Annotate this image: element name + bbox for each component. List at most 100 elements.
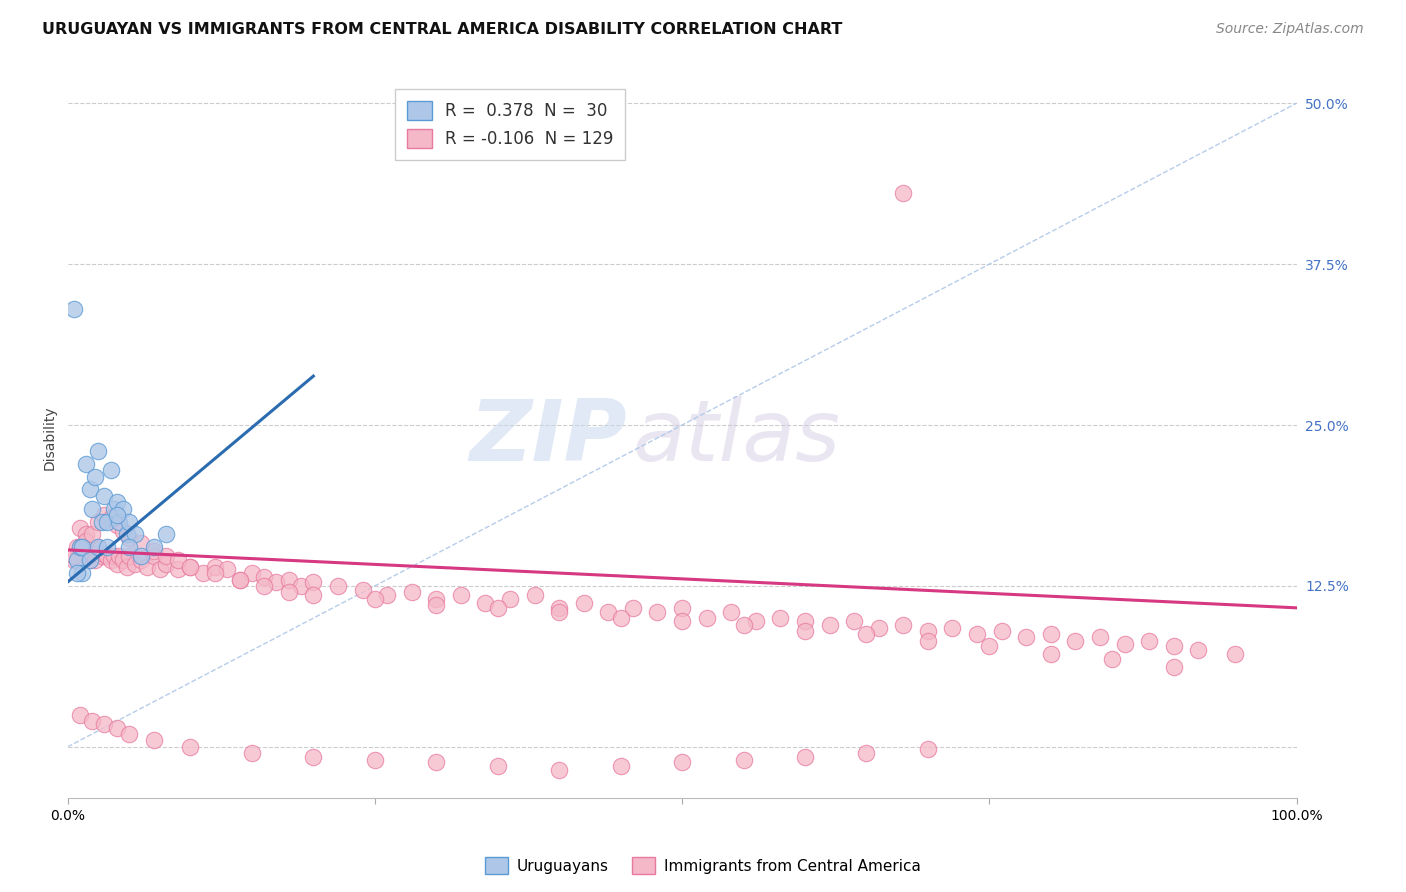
Point	[142, 549, 165, 564]
Point	[990, 624, 1012, 638]
Point	[302, 575, 325, 590]
Point	[228, 573, 250, 587]
Point	[105, 721, 128, 735]
Point	[155, 549, 177, 564]
Point	[425, 756, 447, 770]
Point	[66, 541, 89, 555]
Point	[124, 527, 146, 541]
Point	[136, 559, 159, 574]
Point	[204, 566, 226, 580]
Point	[450, 588, 472, 602]
Point	[155, 557, 177, 571]
Point	[72, 566, 94, 580]
Point	[149, 562, 172, 576]
Point	[364, 591, 387, 606]
Point	[118, 549, 141, 564]
Point	[87, 443, 110, 458]
Point	[105, 508, 128, 523]
Point	[1137, 634, 1160, 648]
Legend: Uruguayans, Immigrants from Central America: Uruguayans, Immigrants from Central Amer…	[479, 851, 927, 880]
Point	[66, 553, 89, 567]
Point	[917, 624, 939, 638]
Point	[1101, 652, 1123, 666]
Point	[79, 553, 101, 567]
Point	[1163, 660, 1185, 674]
Point	[111, 501, 134, 516]
Point	[609, 759, 631, 773]
Point	[118, 541, 141, 555]
Point	[69, 541, 91, 555]
Point	[93, 508, 115, 523]
Point	[179, 559, 201, 574]
Point	[82, 527, 104, 541]
Point	[598, 605, 620, 619]
Point	[167, 562, 190, 576]
Point	[696, 611, 718, 625]
Point	[240, 566, 263, 580]
Point	[621, 600, 644, 615]
Point	[217, 562, 239, 576]
Point	[82, 501, 104, 516]
Point	[82, 547, 104, 561]
Point	[253, 579, 276, 593]
Point	[364, 753, 387, 767]
Point	[769, 611, 792, 625]
Point	[103, 549, 125, 564]
Point	[1088, 631, 1111, 645]
Point	[100, 510, 122, 524]
Point	[83, 469, 105, 483]
Point	[572, 596, 595, 610]
Point	[105, 495, 128, 509]
Point	[671, 614, 693, 628]
Point	[167, 553, 190, 567]
Point	[548, 605, 571, 619]
Point	[72, 541, 94, 555]
Point	[82, 714, 104, 728]
Point	[979, 640, 1001, 654]
Point	[142, 541, 165, 555]
Y-axis label: Disability: Disability	[44, 406, 58, 470]
Point	[891, 617, 914, 632]
Point	[111, 553, 134, 567]
Point	[93, 489, 115, 503]
Point	[66, 566, 89, 580]
Point	[1163, 640, 1185, 654]
Point	[105, 518, 128, 533]
Point	[891, 186, 914, 201]
Point	[868, 622, 890, 636]
Point	[917, 742, 939, 756]
Point	[1039, 626, 1062, 640]
Point	[733, 753, 755, 767]
Point	[124, 557, 146, 571]
Legend: R =  0.378  N =  30, R = -0.106  N = 129: R = 0.378 N = 30, R = -0.106 N = 129	[395, 89, 626, 160]
Point	[609, 611, 631, 625]
Point	[142, 544, 165, 558]
Point	[401, 585, 423, 599]
Point	[425, 591, 447, 606]
Point	[474, 596, 496, 610]
Point	[96, 549, 118, 564]
Point	[486, 600, 509, 615]
Point	[91, 549, 114, 564]
Point	[87, 515, 110, 529]
Text: ZIP: ZIP	[470, 396, 627, 479]
Point	[548, 763, 571, 777]
Point	[671, 756, 693, 770]
Point	[72, 541, 94, 555]
Point	[142, 733, 165, 747]
Point	[62, 302, 84, 317]
Point	[115, 527, 138, 541]
Point	[1223, 647, 1246, 661]
Point	[326, 579, 349, 593]
Point	[105, 557, 128, 571]
Point	[100, 553, 122, 567]
Point	[842, 614, 865, 628]
Point	[179, 739, 201, 754]
Point	[96, 541, 118, 555]
Point	[115, 559, 138, 574]
Point	[87, 541, 110, 555]
Point	[93, 716, 115, 731]
Point	[917, 634, 939, 648]
Point	[794, 750, 817, 764]
Point	[96, 515, 118, 529]
